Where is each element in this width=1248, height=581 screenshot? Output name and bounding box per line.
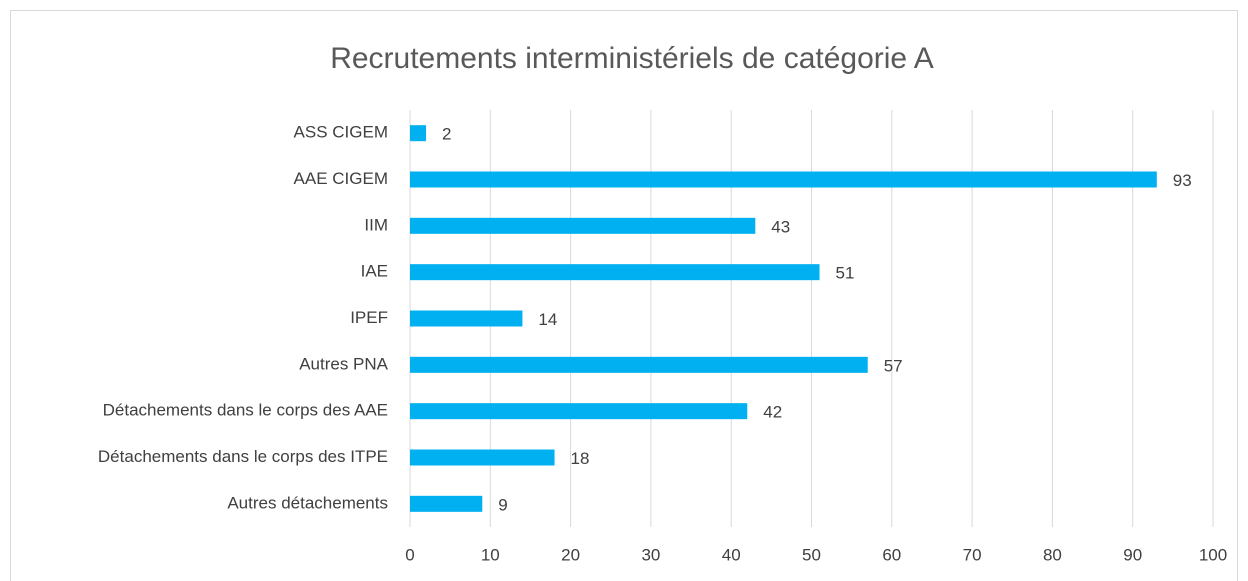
data-label: 43 bbox=[771, 217, 790, 236]
x-tick-label: 90 bbox=[1123, 545, 1142, 564]
bar bbox=[410, 403, 748, 420]
data-label: 9 bbox=[498, 495, 507, 514]
y-tick-label: AAE CIGEM bbox=[294, 169, 388, 188]
bar bbox=[410, 495, 483, 512]
data-label: 51 bbox=[836, 264, 855, 283]
x-tick-label: 70 bbox=[963, 545, 982, 564]
x-tick-label: 100 bbox=[1199, 545, 1227, 564]
bar bbox=[410, 264, 820, 281]
data-label: 2 bbox=[442, 125, 451, 144]
x-tick-label: 60 bbox=[882, 545, 901, 564]
y-tick-label: ASS CIGEM bbox=[294, 123, 388, 142]
chart-title: Recrutements interministériels de catégo… bbox=[330, 42, 934, 75]
y-tick-label: IPEF bbox=[350, 308, 388, 327]
bar bbox=[410, 171, 1157, 188]
data-label: 18 bbox=[571, 449, 590, 468]
x-tick-label: 50 bbox=[802, 545, 821, 564]
x-tick-label: 80 bbox=[1043, 545, 1062, 564]
bar bbox=[410, 217, 756, 234]
chart-frame bbox=[10, 10, 1238, 581]
data-label: 57 bbox=[884, 356, 903, 375]
y-tick-label: Détachements dans le corps des ITPE bbox=[98, 447, 388, 466]
y-tick-label: IIM bbox=[364, 215, 388, 234]
y-tick-label: Autres détachements bbox=[227, 493, 388, 512]
data-label: 42 bbox=[763, 403, 782, 422]
bar bbox=[410, 449, 555, 466]
bar bbox=[410, 125, 427, 142]
bar bbox=[410, 310, 523, 327]
data-label: 93 bbox=[1173, 171, 1192, 190]
x-tick-label: 30 bbox=[641, 545, 660, 564]
y-tick-label: Détachements dans le corps des AAE bbox=[103, 401, 388, 420]
y-tick-label: IAE bbox=[361, 262, 388, 281]
x-tick-label: 10 bbox=[481, 545, 500, 564]
x-tick-label: 0 bbox=[405, 545, 414, 564]
x-tick-label: 40 bbox=[722, 545, 741, 564]
bar bbox=[410, 356, 868, 373]
data-label: 14 bbox=[538, 310, 557, 329]
x-tick-label: 20 bbox=[561, 545, 580, 564]
y-tick-label: Autres PNA bbox=[299, 354, 388, 373]
